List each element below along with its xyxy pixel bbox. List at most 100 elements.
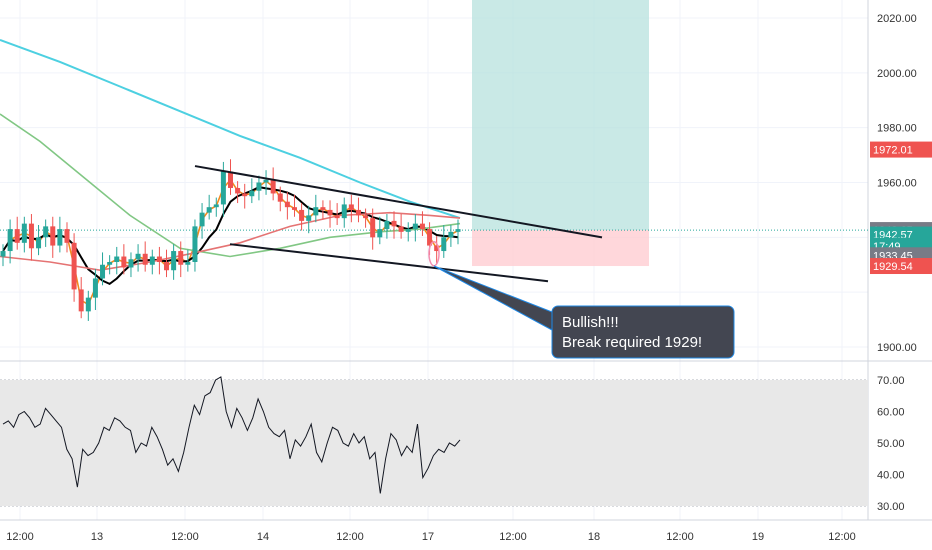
ma-green [0, 113, 461, 258]
candle-body [455, 229, 461, 232]
candle-body [370, 218, 376, 238]
candle-body [256, 182, 262, 191]
candle-body [128, 259, 134, 268]
candle-body [43, 226, 49, 238]
candle-body [291, 207, 297, 210]
candle-body [419, 223, 425, 230]
candle-body [427, 229, 433, 246]
x-tick-label: 12:00 [828, 531, 856, 543]
candle-body [284, 201, 290, 208]
x-tick-label: 19 [752, 531, 764, 543]
candle-body [206, 207, 212, 213]
price-tag [870, 258, 932, 275]
candle-body [85, 297, 91, 312]
price-tag-label: 1972.01 [873, 145, 913, 157]
ma-cyan [0, 38, 461, 220]
oscillator-line [2, 376, 461, 494]
candle-body [121, 256, 127, 268]
price-tag [870, 141, 932, 158]
callout-line-2: Break required 1929! [562, 334, 702, 351]
candle-body [178, 251, 184, 265]
ma-red [0, 211, 461, 272]
y-tick-label: 1980.00 [877, 123, 917, 135]
candle-body [135, 253, 141, 260]
y-tick-label: 1900.00 [877, 342, 917, 354]
callout-box [551, 305, 735, 359]
candle-body [327, 209, 333, 216]
candle-body [448, 231, 454, 238]
candle-body [441, 237, 447, 252]
ma-black [2, 186, 459, 286]
candle-body [199, 212, 205, 227]
candle-body [50, 226, 56, 246]
x-tick-label: 14 [257, 531, 269, 543]
candle-body [21, 223, 27, 243]
candle-body [7, 229, 13, 252]
candle-body [64, 229, 70, 243]
candle-body [107, 262, 113, 265]
y-tick-label: 1960.00 [877, 178, 917, 190]
lower-trendline [229, 243, 549, 283]
candle-body [355, 209, 361, 216]
x-tick-label: 12:00 [666, 531, 694, 543]
candle-body [220, 171, 226, 205]
trendlines [194, 165, 603, 283]
candle-body [377, 229, 383, 238]
candle-body [249, 190, 255, 197]
oscillator-series [2, 376, 461, 494]
candle-body [242, 193, 248, 197]
candle-body [341, 204, 347, 219]
candle-body [263, 179, 269, 183]
candle-body [277, 193, 283, 202]
candle-body [0, 251, 6, 257]
candle-body [78, 289, 84, 312]
candle-body [434, 245, 440, 252]
x-tick-label: 18 [588, 531, 600, 543]
candle-body [192, 226, 198, 263]
candle-body [398, 226, 404, 232]
x-tick-label: 17 [422, 531, 434, 543]
candle-body [405, 229, 411, 232]
candle-body [164, 262, 170, 271]
candle-body [92, 278, 98, 298]
candle-body [156, 256, 162, 263]
candle-body [320, 207, 326, 210]
candle-body [114, 256, 120, 263]
y-tick-label: 2000.00 [877, 68, 917, 80]
candle-body [36, 237, 42, 249]
trade-zones [0, 0, 868, 267]
candle-body [185, 262, 191, 265]
candle-body [28, 223, 34, 249]
axes: 2020.002000.001980.001960.001900.0070.00… [6, 13, 917, 543]
osc-tick-label: 70.00 [877, 375, 905, 387]
osc-tick-label: 50.00 [877, 438, 905, 450]
upper-trendline [194, 165, 603, 239]
x-tick-label: 12:00 [499, 531, 527, 543]
candle-body [171, 251, 177, 271]
osc-tick-label: 60.00 [877, 407, 905, 419]
candle-body [228, 171, 233, 188]
candle-body [213, 204, 219, 208]
price-tag-label: 1929.54 [873, 261, 913, 273]
candle-body [149, 256, 155, 265]
candle-body [235, 187, 241, 194]
y-tick-label: 2020.00 [877, 13, 917, 25]
candle-body [412, 223, 418, 230]
candle-body [348, 204, 354, 210]
x-tick-label: 13 [91, 531, 103, 543]
oscillator-band [0, 380, 868, 506]
candle-body [14, 229, 20, 243]
candle-body [334, 215, 340, 219]
candle-body [384, 220, 390, 230]
x-tick-label: 12:00 [171, 531, 199, 543]
candle-body [57, 229, 63, 246]
price-candles [0, 159, 461, 321]
candle-body [391, 220, 397, 227]
candle-body [270, 179, 276, 194]
x-tick-label: 12:00 [336, 531, 364, 543]
osc-tick-label: 40.00 [877, 470, 905, 482]
callout-line-1: Bullish!!! [562, 314, 619, 331]
candle-body [100, 264, 106, 279]
